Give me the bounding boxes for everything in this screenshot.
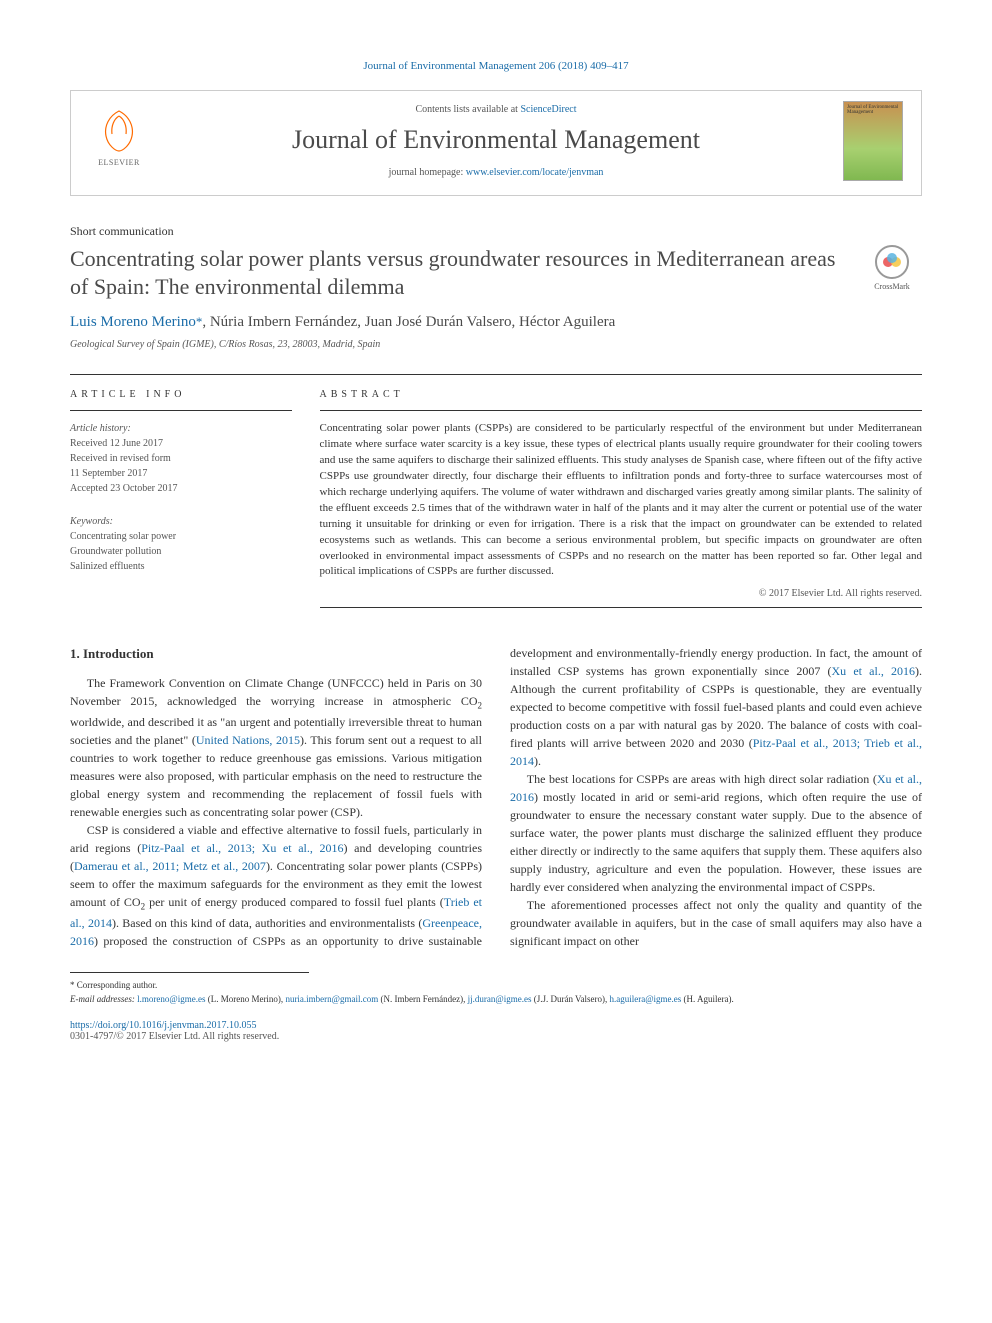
sciencedirect-link[interactable]: ScienceDirect [520, 104, 576, 115]
section-1-heading: 1. Introduction [70, 644, 482, 664]
citation-link[interactable]: Xu et al., 2016 [832, 664, 915, 678]
journal-cover-thumbnail: Journal of Environmental Management [843, 101, 903, 181]
email-addresses: E-mail addresses: l.moreno@igme.es (L. M… [70, 993, 922, 1007]
citation-link[interactable]: Damerau et al., 2011; Metz et al., 2007 [74, 859, 266, 873]
publisher-name: ELSEVIER [98, 158, 140, 167]
article-body: 1. Introduction The Framework Convention… [70, 644, 922, 950]
doi-link[interactable]: https://doi.org/10.1016/j.jenvman.2017.1… [70, 1020, 256, 1031]
crossmark-badge[interactable]: CrossMark [862, 245, 922, 291]
keywords: Keywords: Concentrating solar power Grou… [70, 514, 292, 574]
article-title: Concentrating solar power plants versus … [70, 245, 846, 300]
abstract-copyright: © 2017 Elsevier Ltd. All rights reserved… [320, 588, 922, 599]
author-email[interactable]: l.moreno@igme.es [137, 994, 205, 1004]
doi-block: https://doi.org/10.1016/j.jenvman.2017.1… [70, 1020, 922, 1042]
abstract-text: Concentrating solar power plants (CSPPs)… [320, 421, 922, 580]
journal-header: ELSEVIER Contents lists available at Sci… [70, 90, 922, 196]
author-list: Luis Moreno Merino*, Núria Imbern Fernán… [70, 314, 922, 331]
citation-link[interactable]: United Nations, 2015 [196, 733, 300, 747]
author-email[interactable]: jj.duran@igme.es [468, 994, 532, 1004]
corresponding-author-note: * Corresponding author. [70, 979, 922, 993]
author-email[interactable]: nuria.imbern@gmail.com [285, 994, 378, 1004]
abstract-head: ABSTRACT [320, 389, 922, 400]
paragraph: The aforementioned processes affect not … [510, 896, 922, 950]
article-info-head: ARTICLE INFO [70, 389, 292, 400]
homepage-link[interactable]: www.elsevier.com/locate/jenvman [466, 167, 604, 178]
footnote-divider [70, 972, 309, 973]
paragraph: The best locations for CSPPs are areas w… [510, 770, 922, 896]
journal-name: Journal of Environmental Management [167, 125, 825, 155]
contents-available: Contents lists available at ScienceDirec… [167, 104, 825, 115]
elsevier-logo: ELSEVIER [89, 106, 149, 176]
issn-copyright: 0301-4797/© 2017 Elsevier Ltd. All right… [70, 1031, 922, 1042]
article-history: Article history: Received 12 June 2017 R… [70, 421, 292, 496]
citation-link[interactable]: Pitz-Paal et al., 2013; Xu et al., 2016 [141, 841, 343, 855]
paragraph: The Framework Convention on Climate Chan… [70, 674, 482, 821]
author-1[interactable]: Luis Moreno Merino [70, 314, 196, 330]
journal-homepage: journal homepage: www.elsevier.com/locat… [167, 167, 825, 178]
divider [70, 374, 922, 375]
top-citation: Journal of Environmental Management 206 … [70, 60, 922, 72]
article-type: Short communication [70, 224, 922, 239]
author-email[interactable]: h.aguilera@igme.es [610, 994, 682, 1004]
affiliation: Geological Survey of Spain (IGME), C/Río… [70, 339, 922, 350]
